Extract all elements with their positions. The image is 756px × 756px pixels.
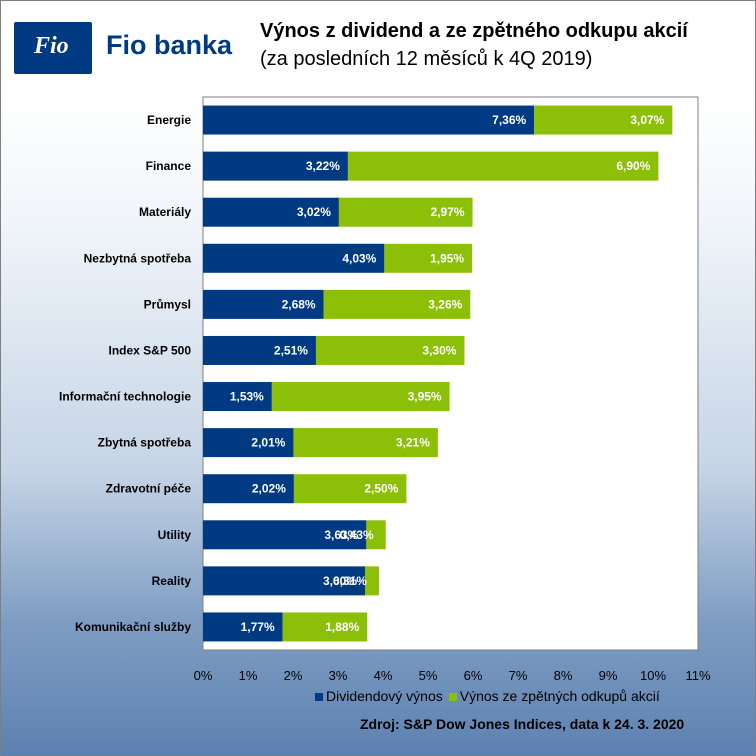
data-label-dividend-10: 3,60% <box>323 574 357 588</box>
category-label-6: Informační technologie <box>59 390 191 404</box>
chart-subtitle: (za posledních 12 měsíců k 4Q 2019) <box>260 48 593 70</box>
legend-swatch-dividend <box>315 693 323 702</box>
data-label-dividend-1: 3,22% <box>306 159 340 173</box>
bar-buyback-11 <box>282 612 368 642</box>
legend: Dividendový výnos Výnos ze zpětných odku… <box>315 688 666 704</box>
category-label-2: Materiály <box>139 205 191 219</box>
data-label-dividend-2: 3,02% <box>297 205 331 219</box>
data-label-buyback-8: 2,50% <box>364 482 398 496</box>
bar-dividend-6 <box>203 382 272 412</box>
data-label-dividend-0: 7,36% <box>492 113 526 127</box>
x-tick-label-5: 5% <box>419 668 438 683</box>
data-label-buyback-7: 3,21% <box>396 436 430 450</box>
source-note: Zdroj: S&P Dow Jones Indices, data k 24.… <box>360 716 685 732</box>
fio-logo-badge: Fio <box>14 22 92 74</box>
fio-logo-badge-text: Fio <box>34 33 69 59</box>
bar-dividend-5 <box>203 335 316 365</box>
bar-buyback-2 <box>338 197 473 227</box>
data-label-buyback-10: 0,31% <box>333 574 367 588</box>
category-label-10: Reality <box>152 574 192 588</box>
x-tick-label-7: 7% <box>509 668 528 683</box>
legend-label-buyback: Výnos ze zpětných odkupů akcií <box>459 688 660 704</box>
bar-dividend-0 <box>203 105 535 135</box>
bar-buyback-7 <box>293 428 438 458</box>
x-tick-label-3: 3% <box>329 668 348 683</box>
data-label-buyback-4: 3,26% <box>428 297 462 311</box>
data-label-dividend-7: 2,01% <box>251 436 285 450</box>
data-label-buyback-11: 1,88% <box>325 620 359 634</box>
bar-dividend-8 <box>203 474 294 504</box>
bar-dividend-9 <box>203 520 367 550</box>
data-label-buyback-9: 0,43% <box>340 528 374 542</box>
data-label-dividend-9: 3,63% <box>324 528 358 542</box>
category-label-4: Průmysl <box>144 297 191 311</box>
bar-buyback-9 <box>366 520 386 550</box>
legend-item-dividend: Dividendový výnos <box>315 688 443 704</box>
bar-dividend-2 <box>203 197 339 227</box>
category-label-11: Komunikační služby <box>75 620 191 634</box>
fio-logo: Fio Fio banka <box>14 22 244 74</box>
bar-buyback-4 <box>323 289 471 319</box>
data-label-dividend-5: 2,51% <box>274 343 308 357</box>
bar-dividend-11 <box>203 612 283 642</box>
category-label-5: Index S&P 500 <box>109 343 192 357</box>
bar-buyback-1 <box>347 151 659 181</box>
x-tick-label-6: 6% <box>464 668 483 683</box>
category-label-9: Utility <box>158 528 192 542</box>
category-label-1: Finance <box>146 159 192 173</box>
bar-dividend-1 <box>203 151 348 181</box>
x-tick-label-1: 1% <box>239 668 258 683</box>
data-label-dividend-6: 1,53% <box>230 390 264 404</box>
category-label-0: Energie <box>147 113 191 127</box>
bar-buyback-5 <box>315 335 465 365</box>
category-label-3: Nezbytná spotřeba <box>84 251 192 265</box>
bar-buyback-10 <box>365 566 379 596</box>
data-label-buyback-5: 3,30% <box>422 343 456 357</box>
data-label-dividend-3: 4,03% <box>342 251 376 265</box>
fio-logo-name: Fio banka <box>106 30 233 60</box>
x-tick-label-8: 8% <box>554 668 573 683</box>
bar-buyback-0 <box>534 105 673 135</box>
category-label-7: Zbytná spotřeba <box>98 436 192 450</box>
bar-dividend-4 <box>203 289 324 319</box>
bar-buyback-6 <box>271 382 450 412</box>
bar-dividend-7 <box>203 428 294 458</box>
bar-buyback-8 <box>293 474 407 504</box>
bar-dividend-3 <box>203 243 385 273</box>
legend-item-buyback: Výnos ze zpětných odkupů akcií <box>448 688 660 704</box>
data-label-buyback-0: 3,07% <box>630 113 664 127</box>
x-tick-label-10: 10% <box>640 668 666 683</box>
data-label-dividend-4: 2,68% <box>282 297 316 311</box>
x-tick-label-11: 11% <box>685 668 710 683</box>
data-label-buyback-3: 1,95% <box>430 251 464 265</box>
x-tick-label-4: 4% <box>374 668 393 683</box>
bar-buyback-3 <box>384 243 473 273</box>
plot-area <box>202 96 699 651</box>
bar-dividend-10 <box>203 566 365 596</box>
chart-title: Výnos z dividend a ze zpětného odkupu ak… <box>260 20 688 42</box>
data-label-buyback-2: 2,97% <box>431 205 465 219</box>
data-label-dividend-8: 2,02% <box>252 482 286 496</box>
x-tick-label-0: 0% <box>194 668 213 683</box>
data-label-dividend-11: 1,77% <box>241 620 275 634</box>
category-label-8: Zdravotní péče <box>106 482 192 496</box>
legend-swatch-buyback <box>448 693 457 702</box>
data-label-buyback-1: 6,90% <box>616 159 650 173</box>
data-label-buyback-6: 3,95% <box>408 390 442 404</box>
x-tick-label-2: 2% <box>284 668 303 683</box>
legend-label-dividend: Dividendový výnos <box>326 688 443 704</box>
x-tick-label-9: 9% <box>599 668 618 683</box>
